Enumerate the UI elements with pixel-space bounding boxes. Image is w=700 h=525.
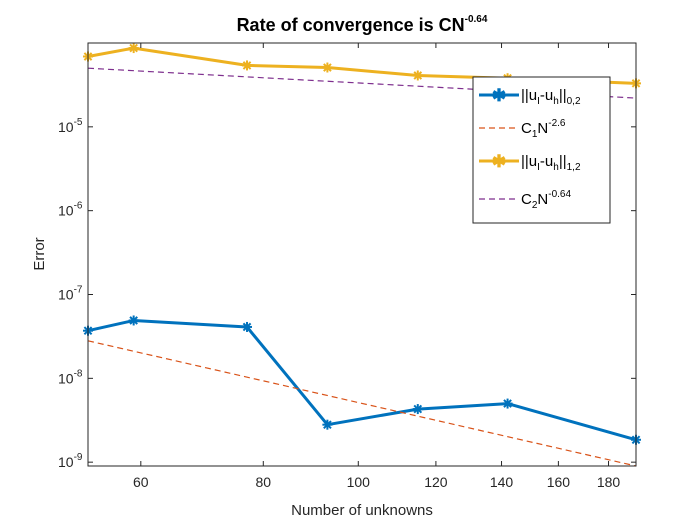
data-point: [242, 321, 253, 332]
data-point: [412, 404, 423, 415]
x-ticks: 60 80 100 120 140 160 180: [133, 43, 620, 490]
y-tick-label: 10-7: [58, 284, 83, 302]
chart-title-text: Rate of convergence is CN: [237, 15, 465, 35]
y-ticks: 10-9 10-8 10-7 10-6 10-5: [58, 117, 636, 470]
x-tick-label: 100: [347, 474, 371, 490]
y-tick-label: 10-8: [58, 368, 83, 386]
x-tick-label: 80: [255, 474, 271, 490]
legend-marker-series-3: ✱: [492, 152, 506, 171]
x-tick-label: 160: [547, 474, 571, 490]
legend-label-series-3: ||uI-uh||1,2: [521, 153, 581, 173]
legend-label-series-1: ||uI-uh||0,2: [521, 87, 581, 107]
data-point: [128, 315, 139, 326]
y-axis-title: Error: [31, 237, 48, 270]
y-tick-label: 10-5: [58, 117, 83, 135]
data-point: [412, 70, 423, 81]
legend-box: [472, 76, 611, 224]
legend-marker-series-1: ✱: [492, 86, 506, 105]
x-tick-label: 120: [424, 474, 448, 490]
legend-label-series-2: C1N-2.6: [521, 118, 566, 140]
series-line-2: [87, 340, 637, 467]
axes-box: [87, 42, 637, 467]
series-line-4: [87, 67, 637, 99]
y-tick-label: 10-9: [58, 452, 83, 470]
data-point: [128, 43, 139, 54]
x-tick-label: 60: [133, 474, 149, 490]
legend-label-series-4: C2N-0.64: [521, 189, 571, 211]
chart-title: Rate of convergence is CN-0.64: [237, 14, 488, 35]
x-tick-label: 180: [597, 474, 621, 490]
data-point: [322, 419, 333, 430]
chart-title-exponent: -0.64: [465, 14, 488, 25]
data-point: [502, 398, 513, 409]
x-tick-label: 140: [490, 474, 514, 490]
data-point: [242, 60, 253, 71]
data-point: [322, 62, 333, 73]
x-axis-title: Number of unknowns: [291, 502, 433, 519]
legend: ✱ ||uI-uh||0,2 C1N-2.6 ✱ ||uI-uh||1,2 C2…: [472, 76, 611, 224]
y-tick-label: 10-6: [58, 201, 83, 219]
